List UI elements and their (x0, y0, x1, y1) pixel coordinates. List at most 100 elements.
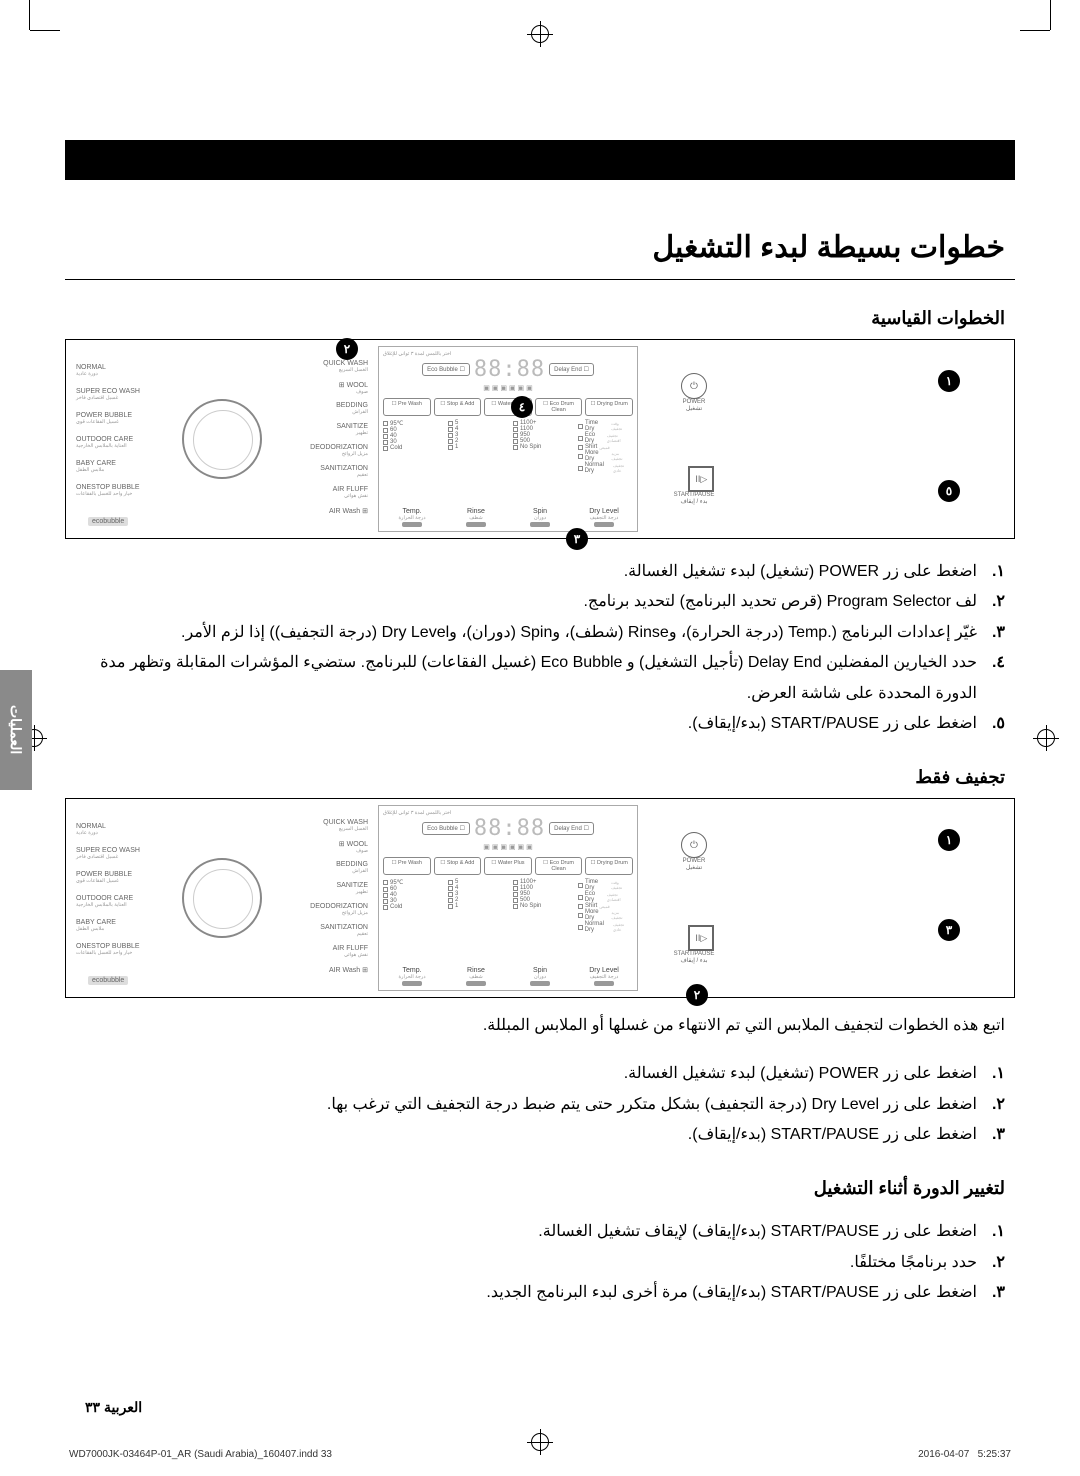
settings-column: Time Dryوقت تجفيف Eco Dryتجفيف اقتصادي S… (578, 420, 633, 474)
page-title: خطوات بسيطة لبدء التشغيل (65, 230, 1015, 265)
dial-label-left: BABY CAREملابس الطفل (76, 460, 116, 473)
print-metadata: WD7000JK-03464P-01_AR (Saudi Arabia)_160… (65, 1449, 1015, 1460)
panel-bottom-button: Temp.درجة الحرارة (383, 967, 441, 986)
step-item: اضغط على زر START/PAUSE (بدء/إيقاف). (75, 709, 1005, 739)
section2-heading: تجفيف فقط (65, 767, 1015, 788)
step-item: اضغط على زر POWER (تشغيل) لبدء تشغيل الغ… (75, 1059, 1005, 1089)
dial-label-right: SANITIZEتطهير (336, 423, 368, 436)
panel-bottom-button: Rinseشطف (447, 967, 505, 986)
option-button: ☐ Drying Drum (585, 398, 633, 416)
step-item: حدد برنامجًا مختلفًا. (75, 1248, 1005, 1278)
dial-label-right: ⊞ WOOLصوف (339, 840, 368, 854)
option-button: ☐ Water Plus (484, 857, 532, 875)
callout-badge: ٤ (511, 396, 533, 418)
eco-bubble-box: ☐ Eco Bubble (422, 363, 470, 376)
delay-end-box: ☐ Delay End (549, 363, 594, 376)
footer-page-info: العربية ٣٣ (75, 1399, 142, 1416)
eco-bubble-box-2: ☐ Eco Bubble (422, 822, 470, 835)
settings-column: Time Dryوقت تجفيف Eco Dryتجفيف اقتصادي S… (578, 879, 633, 933)
dial-label-right: AIR Wash ⊞ (329, 966, 368, 974)
callout-badge: ١ (938, 370, 960, 392)
settings-column: 1100+ 1100 950 500 No Spin (513, 879, 568, 933)
section3-steps: اضغط على زر START/PAUSE (بدء/إيقاف) لإيق… (65, 1217, 1015, 1308)
dial-zone: NORMALدورة عاديةSUPER ECO WASHغسيل اقتصا… (72, 346, 372, 532)
delay-end-box-2: ☐ Delay End (549, 822, 594, 835)
callout-badge: ٢ (686, 984, 708, 1006)
power-button-icon: ⏻ (681, 373, 707, 399)
step-item: غيّر إعدادات البرنامج (.Temp (درجة الحرا… (75, 618, 1005, 648)
option-button: ☐ Stop & Add (434, 398, 482, 416)
dial-label-left: BABY CAREملابس الطفل (76, 919, 116, 932)
step-item: لف Program Selector (قرص تحديد البرنامج)… (75, 587, 1005, 617)
callout-badge: ٣ (566, 528, 588, 550)
dial-zone-2: NORMALدورة عادية SUPER ECO WASHغسيل اقتصا… (72, 805, 372, 991)
dial-label-right: SANITIZATIONتعقيم (320, 465, 368, 478)
power-zone: ⏻ POWERتشغيل ▷II START/PAUSEبدء / إيقاف (644, 346, 744, 532)
dial-label-left: SUPER ECO WASHغسيل اقتصادي فاخر (76, 847, 140, 860)
callout-badge: ٣ (938, 919, 960, 941)
dial-label-right: ⊞ WOOLصوف (339, 381, 368, 395)
panel-bottom-button: Spinدوران (511, 967, 569, 986)
callout-badge: ٢ (336, 338, 358, 360)
ecobubble-badge: ecobubble (88, 517, 128, 526)
step-item: اضغط على زر POWER (تشغيل) لبدء تشغيل الغ… (75, 557, 1005, 587)
dial-label-left: ONESTOP BUBBLEخيار واحد للغسل بالفقاعات (76, 943, 140, 956)
control-panel-diagram-1: NORMALدورة عاديةSUPER ECO WASHغسيل اقتصا… (65, 339, 1015, 539)
callout-badge: ١ (938, 829, 960, 851)
status-icons-row-2: ▣ ▣ ▣ ▣ ▣ ▣ (383, 843, 633, 851)
settings-column: 95℃ 60 40 30 Cold (383, 420, 438, 474)
segment-display: 88:88 (474, 357, 545, 382)
settings-column: 1100+ 1100 950 500 No Spin (513, 420, 568, 474)
callout-badge: ٥ (938, 480, 960, 502)
panel-bottom-button: Temp.درجة الحرارة (383, 508, 441, 527)
dial-label-left: POWER BUBBLEغسيل الفقاعات قوي (76, 412, 132, 425)
settings-column: 5 4 3 2 1 (448, 879, 503, 933)
display-zone-2: اختر باللمس لمدة ٣ ثواني للإغلاق ☐ Delay… (378, 805, 638, 991)
dial-label-right: AIR FLUFFنفش هوائي (333, 486, 368, 499)
section1-steps: اضغط على زر POWER (تشغيل) لبدء تشغيل الغ… (65, 557, 1015, 739)
dial-label-left: NORMALدورة عادية (76, 823, 106, 836)
dial-label-right: QUICK WASHالغسل السريع (323, 360, 368, 373)
status-icons-row: ▣ ▣ ▣ ▣ ▣ ▣ (383, 384, 633, 392)
dial-label-left: OUTDOOR CAREالعناية بالملابس الخارجية (76, 436, 133, 449)
dial-label-right: SANITIZEتطهير (336, 882, 368, 895)
segment-display-2: 88:88 (474, 816, 545, 841)
dial-label-right: BEDDINGالفراش (336, 402, 368, 415)
option-button: ☐ Stop & Add (434, 857, 482, 875)
step-item: حدد الخيارين المفضلين Delay End (تأجيل ا… (75, 648, 1005, 709)
step-item: اضغط على زر START/PAUSE (بدء/إيقاف). (75, 1120, 1005, 1150)
section1-heading: الخطوات القياسية (65, 308, 1015, 329)
option-button: ☐ Pre Wash (383, 857, 431, 875)
ecobubble-badge-2: ecobubble (88, 976, 128, 985)
header-black-bar (65, 140, 1015, 180)
dial-label-left: POWER BUBBLEغسيل الفقاعات قوي (76, 871, 132, 884)
option-button: ☐ Eco Drum Clean (535, 857, 583, 875)
dial-label-right: QUICK WASHالغسل السريع (323, 819, 368, 832)
section2-steps: اضغط على زر POWER (تشغيل) لبدء تشغيل الغ… (65, 1059, 1015, 1150)
power-button-icon-2: ⏻ (681, 832, 707, 858)
panel-bottom-button: Rinseشطف (447, 508, 505, 527)
start-pause-button-icon: ▷II (688, 466, 714, 492)
dial-label-right: DEODORIZATIONمزيل الروائح (310, 444, 368, 457)
program-dial (182, 399, 262, 479)
power-zone-2: ⏻ POWERتشغيل ▷II START/PAUSEبدء / إيقاف (644, 805, 744, 991)
dial-label-right: AIR Wash ⊞ (329, 507, 368, 515)
section3-heading: لتغيير الدورة أثناء التشغيل (65, 1178, 1015, 1199)
option-button: ☐ Pre Wash (383, 398, 431, 416)
title-rule (65, 279, 1015, 280)
dial-label-right: BEDDINGالفراش (336, 861, 368, 874)
dial-label-right: DEODORIZATIONمزيل الروائح (310, 903, 368, 916)
panel-bottom-button: Dry Levelدرجة التجفيف (575, 508, 633, 527)
side-tab: العمليات (0, 670, 32, 790)
dial-label-left: ONESTOP BUBBLEخيار واحد للغسل بالفقاعات (76, 484, 140, 497)
crop-target-top (531, 25, 549, 43)
dial-label-right: AIR FLUFFنفش هوائي (333, 945, 368, 958)
panel-bottom-button: Dry Levelدرجة التجفيف (575, 967, 633, 986)
panel-bottom-button: Spinدوران (511, 508, 569, 527)
settings-column: 95℃ 60 40 30 Cold (383, 879, 438, 933)
option-button: ☐ Eco Drum Clean (535, 398, 583, 416)
dial-label-left: SUPER ECO WASHغسيل اقتصادي فاخر (76, 388, 140, 401)
option-button: ☐ Drying Drum (585, 857, 633, 875)
start-pause-button-icon-2: ▷II (688, 925, 714, 951)
section2-intro: اتبع هذه الخطوات لتجفيف الملابس التي تم … (65, 1012, 1015, 1041)
